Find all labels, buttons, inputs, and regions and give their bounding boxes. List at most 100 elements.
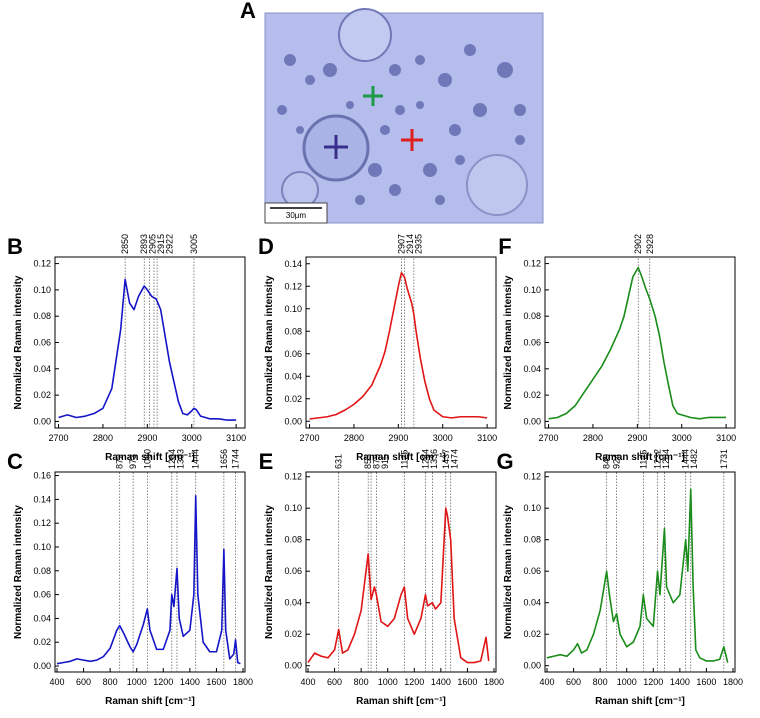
peak-label: 1482 (689, 449, 699, 469)
y-tick-label: 0.02 (523, 390, 541, 400)
peak-label: 1744 (231, 449, 241, 469)
spectrum-line (548, 266, 727, 420)
y-tick-label: 0.10 (523, 503, 541, 513)
x-tick-label: 3100 (226, 433, 246, 443)
peak-label: 1125 (638, 450, 648, 469)
y-tick-label: 0.00 (284, 416, 302, 426)
spectrum-line (58, 278, 237, 421)
y-tick-label: 0.00 (33, 661, 51, 671)
spectrum-line (56, 495, 241, 665)
x-axis-label: Raman shift [cm⁻¹] (595, 452, 685, 463)
y-tick-label: 0.02 (33, 637, 51, 647)
plot-frame (305, 256, 497, 429)
panel-chart: 0.00 0.02 0.04 0.06 0.08 0.10 0.12 0.14 2700 2800… (258, 234, 497, 463)
peak-label: 2914 (405, 234, 415, 254)
peak-label: 875 (372, 454, 382, 469)
peak-label: 924 (612, 454, 622, 469)
peak-label: 631 (334, 454, 344, 469)
peak-label: 1656 (219, 449, 229, 469)
x-tick-label: 3000 (433, 433, 453, 443)
x-tick-label: 3100 (716, 433, 736, 443)
spectrum-line (546, 488, 729, 663)
x-axis-label: Raman shift [cm⁻¹] (105, 452, 195, 463)
y-tick-label: 0.10 (523, 285, 541, 295)
x-tick-label: 2800 (93, 433, 113, 443)
y-tick-label: 0.08 (523, 535, 541, 545)
x-axis-label: Raman shift [cm⁻¹] (105, 696, 195, 707)
x-tick-label: 2900 (627, 433, 647, 443)
x-tick-label: 1600 (696, 677, 716, 687)
y-tick-label: 0.02 (33, 390, 51, 400)
y-tick-label: 0.04 (523, 364, 541, 374)
y-tick-label: 0.12 (523, 472, 541, 482)
x-tick-label: 2900 (137, 433, 157, 443)
x-tick-label: 1800 (723, 677, 743, 687)
peak-label: 2935 (413, 234, 423, 254)
marker-cross (324, 135, 348, 159)
spectrum-line (307, 507, 490, 664)
x-tick-label: 1000 (127, 677, 147, 687)
plot-frame (544, 471, 736, 673)
x-axis-label: Raman shift [cm⁻¹] (356, 452, 446, 463)
y-tick-label: 0.12 (33, 259, 51, 269)
peak-label: 2928 (645, 234, 655, 254)
micrograph: 30μm A (240, 0, 544, 224)
y-tick-label: 0.08 (33, 311, 51, 321)
y-tick-label: 0.02 (284, 394, 302, 404)
y-tick-label: 0.08 (284, 326, 302, 336)
cell (338, 8, 392, 62)
peak-label: 872 (115, 454, 125, 469)
plot-frame (54, 256, 246, 429)
x-tick-label: 1800 (484, 677, 504, 687)
y-tick-label: 0.04 (33, 364, 51, 374)
y-tick-label: 0.08 (33, 566, 51, 576)
x-tick-label: 3000 (182, 433, 202, 443)
peak-label: 1232 (653, 449, 663, 469)
peak-label: 1284 (661, 449, 671, 469)
x-tick-label: 1400 (431, 677, 451, 687)
y-tick-label: 0.00 (284, 661, 302, 671)
peak-label: 2915 (156, 234, 166, 254)
marker-cross (363, 86, 383, 106)
peak-label: 1444 (191, 449, 201, 469)
peak-label: 1444 (681, 449, 691, 469)
y-tick-label: 0.12 (284, 472, 302, 482)
y-tick-label: 0.14 (284, 259, 302, 269)
x-tick-label: 2700 (300, 433, 320, 443)
y-tick-label: 0.10 (33, 542, 51, 552)
x-tick-label: 600 (327, 677, 342, 687)
x-tick-label: 800 (593, 677, 608, 687)
x-tick-label: 1800 (233, 677, 253, 687)
y-tick-label: 0.06 (284, 349, 302, 359)
cell (466, 154, 528, 216)
y-tick-label: 0.00 (523, 661, 541, 671)
y-tick-label: 0.02 (523, 629, 541, 639)
x-tick-label: 2700 (49, 433, 69, 443)
y-axis-label: Normalized Raman intensity (13, 275, 24, 409)
y-tick-label: 0.08 (284, 535, 302, 545)
y-tick-label: 0.12 (33, 518, 51, 528)
y-tick-label: 0.00 (33, 416, 51, 426)
x-tick-label: 1200 (153, 677, 173, 687)
x-tick-label: 400 (539, 677, 554, 687)
panel-chart: 0.00 0.02 0.04 0.06 0.08 0.10 0.12 400 600 800 100… (259, 449, 504, 707)
panel-label: F (498, 234, 511, 259)
y-tick-label: 0.10 (284, 304, 302, 314)
panel-label: B (7, 234, 23, 259)
x-tick-label: 1600 (206, 677, 226, 687)
y-tick-label: 0.02 (284, 629, 302, 639)
x-tick-label: 1400 (180, 677, 200, 687)
x-tick-label: 1200 (404, 677, 424, 687)
y-axis-label: Normalized Raman intensity (13, 505, 24, 639)
peak-label: 1264 (167, 449, 177, 469)
y-axis-label: Normalized Raman intensity (503, 275, 514, 409)
y-tick-label: 0.12 (523, 259, 541, 269)
y-axis-label: Normalized Raman intensity (503, 505, 514, 639)
y-tick-label: 0.04 (284, 371, 302, 381)
x-tick-label: 1400 (670, 677, 690, 687)
marker-cross (401, 129, 423, 151)
peak-label: 973 (128, 454, 138, 469)
y-axis-label: Normalized Raman intensity (264, 275, 275, 409)
peak-label: 853 (363, 454, 373, 469)
